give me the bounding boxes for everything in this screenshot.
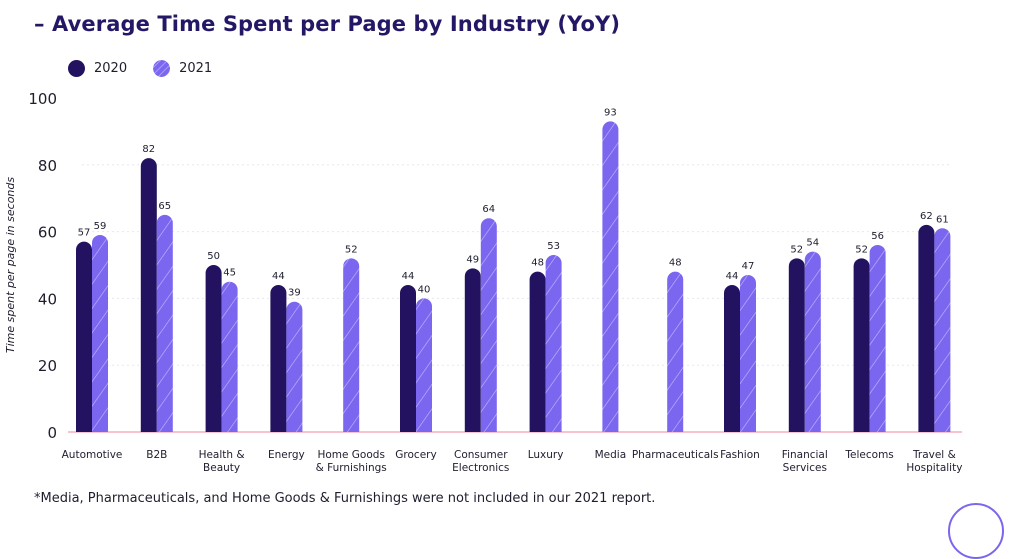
bar-2021[interactable] xyxy=(740,275,756,432)
data-label: 47 xyxy=(742,261,755,272)
footnote: *Media, Pharmaceuticals, and Home Goods … xyxy=(34,491,656,506)
bar-2021[interactable] xyxy=(92,234,108,432)
bar-2021[interactable] xyxy=(286,301,303,432)
data-label: 52 xyxy=(790,244,803,255)
x-tick-label: B2B xyxy=(146,449,167,461)
x-tick-label: Pharmaceuticals xyxy=(632,449,719,461)
data-label: 48 xyxy=(669,258,682,269)
bar-2021[interactable] xyxy=(602,121,619,432)
data-label: 59 xyxy=(94,221,107,232)
data-label: 56 xyxy=(871,231,884,242)
bar-2021[interactable] xyxy=(343,258,360,432)
y-tick-label: 0 xyxy=(47,424,57,442)
legend-label-2020: 2020 xyxy=(94,61,128,76)
x-tick-label: Luxury xyxy=(528,449,564,461)
bar-2020[interactable] xyxy=(270,285,287,432)
data-label: 44 xyxy=(272,271,285,282)
y-tick-label: 100 xyxy=(28,90,57,108)
bar-2021[interactable] xyxy=(221,281,238,432)
y-axis-label: Time spent per page in seconds xyxy=(4,177,17,354)
bar-2020[interactable] xyxy=(140,158,157,432)
x-tick-label: Electronics xyxy=(452,462,509,474)
bar-2020[interactable] xyxy=(400,285,416,432)
data-label: 44 xyxy=(402,271,415,282)
bar-2020[interactable] xyxy=(464,268,481,432)
data-label: 54 xyxy=(806,238,819,249)
data-label: 93 xyxy=(604,107,617,118)
data-label: 45 xyxy=(223,268,236,279)
bar-2021[interactable] xyxy=(667,271,684,432)
x-tick-label: Automotive xyxy=(62,449,123,461)
legend-item-2020[interactable]: 2020 xyxy=(68,60,127,77)
data-label: 82 xyxy=(142,144,155,155)
x-tick-label: Grocery xyxy=(395,449,436,461)
data-label: 40 xyxy=(418,284,431,295)
x-tick-label: Hospitality xyxy=(906,462,962,474)
legend-label-2021: 2021 xyxy=(179,61,213,76)
data-label: 57 xyxy=(78,228,91,239)
legend-swatch-2021 xyxy=(153,60,171,77)
bar-2021[interactable] xyxy=(934,228,951,432)
data-label: 48 xyxy=(531,258,544,269)
bar-2020[interactable] xyxy=(788,258,805,432)
legend: 2020 2021 xyxy=(68,60,238,77)
legend-swatch-2020 xyxy=(68,60,85,77)
data-label: 53 xyxy=(547,241,560,252)
x-tick-label: Telecoms xyxy=(844,449,893,461)
bar-2020[interactable] xyxy=(724,285,740,432)
bar-2021[interactable] xyxy=(156,214,173,432)
x-tick-label: Consumer xyxy=(454,449,508,461)
x-tick-label: Services xyxy=(783,462,827,474)
data-label: 44 xyxy=(726,271,739,282)
bar-2021[interactable] xyxy=(416,298,432,432)
bar-2020[interactable] xyxy=(529,271,546,432)
data-label: 61 xyxy=(936,214,949,225)
bar-2021[interactable] xyxy=(480,218,497,432)
legend-item-2021[interactable]: 2021 xyxy=(153,60,212,77)
x-tick-label: Beauty xyxy=(203,462,240,474)
data-label: 64 xyxy=(482,204,495,215)
data-label: 50 xyxy=(207,251,220,262)
data-label: 65 xyxy=(158,201,171,212)
x-tick-label: Health & xyxy=(199,449,245,461)
x-tick-label: Energy xyxy=(268,449,305,461)
bar-2020[interactable] xyxy=(205,265,222,432)
data-label: 49 xyxy=(466,254,479,265)
bar-2020[interactable] xyxy=(853,258,870,432)
bar-2021[interactable] xyxy=(804,251,821,432)
x-tick-label: Fashion xyxy=(720,449,760,461)
bar-2020[interactable] xyxy=(76,241,92,432)
data-label: 52 xyxy=(855,244,868,255)
data-label: 52 xyxy=(345,244,358,255)
x-tick-label: Home Goods xyxy=(317,449,384,461)
bar-2020[interactable] xyxy=(918,224,935,432)
y-tick-label: 60 xyxy=(38,224,57,242)
x-tick-label: & Furnishings xyxy=(316,462,387,474)
x-tick-label: Media xyxy=(595,449,627,461)
chart-title: – Average Time Spent per Page by Industr… xyxy=(34,12,621,36)
data-label: 39 xyxy=(288,288,301,299)
bar-2021[interactable] xyxy=(545,254,562,432)
y-tick-label: 80 xyxy=(38,157,57,175)
y-tick-label: 20 xyxy=(38,357,57,375)
bar-2021[interactable] xyxy=(869,244,886,432)
y-tick-label: 40 xyxy=(38,290,57,308)
x-tick-label: Financial xyxy=(782,449,828,461)
bar-chart: 0 20 40 60 80 100 Time spent per page in secon… xyxy=(4,90,962,474)
x-tick-label: Travel & xyxy=(912,449,956,461)
corner-badge xyxy=(948,503,1004,559)
data-label: 62 xyxy=(920,211,933,222)
